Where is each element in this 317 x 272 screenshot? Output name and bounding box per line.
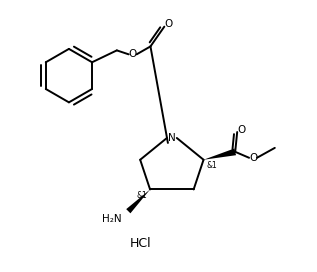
Text: N: N: [168, 133, 176, 143]
Text: O: O: [249, 153, 257, 163]
Polygon shape: [204, 149, 236, 160]
Text: O: O: [128, 49, 137, 59]
Text: &1: &1: [206, 161, 217, 170]
Text: H₂N: H₂N: [102, 214, 121, 224]
Text: &1: &1: [136, 191, 147, 200]
Text: HCl: HCl: [129, 237, 151, 251]
Text: O: O: [164, 19, 172, 29]
Text: O: O: [237, 125, 245, 135]
Polygon shape: [126, 190, 150, 213]
